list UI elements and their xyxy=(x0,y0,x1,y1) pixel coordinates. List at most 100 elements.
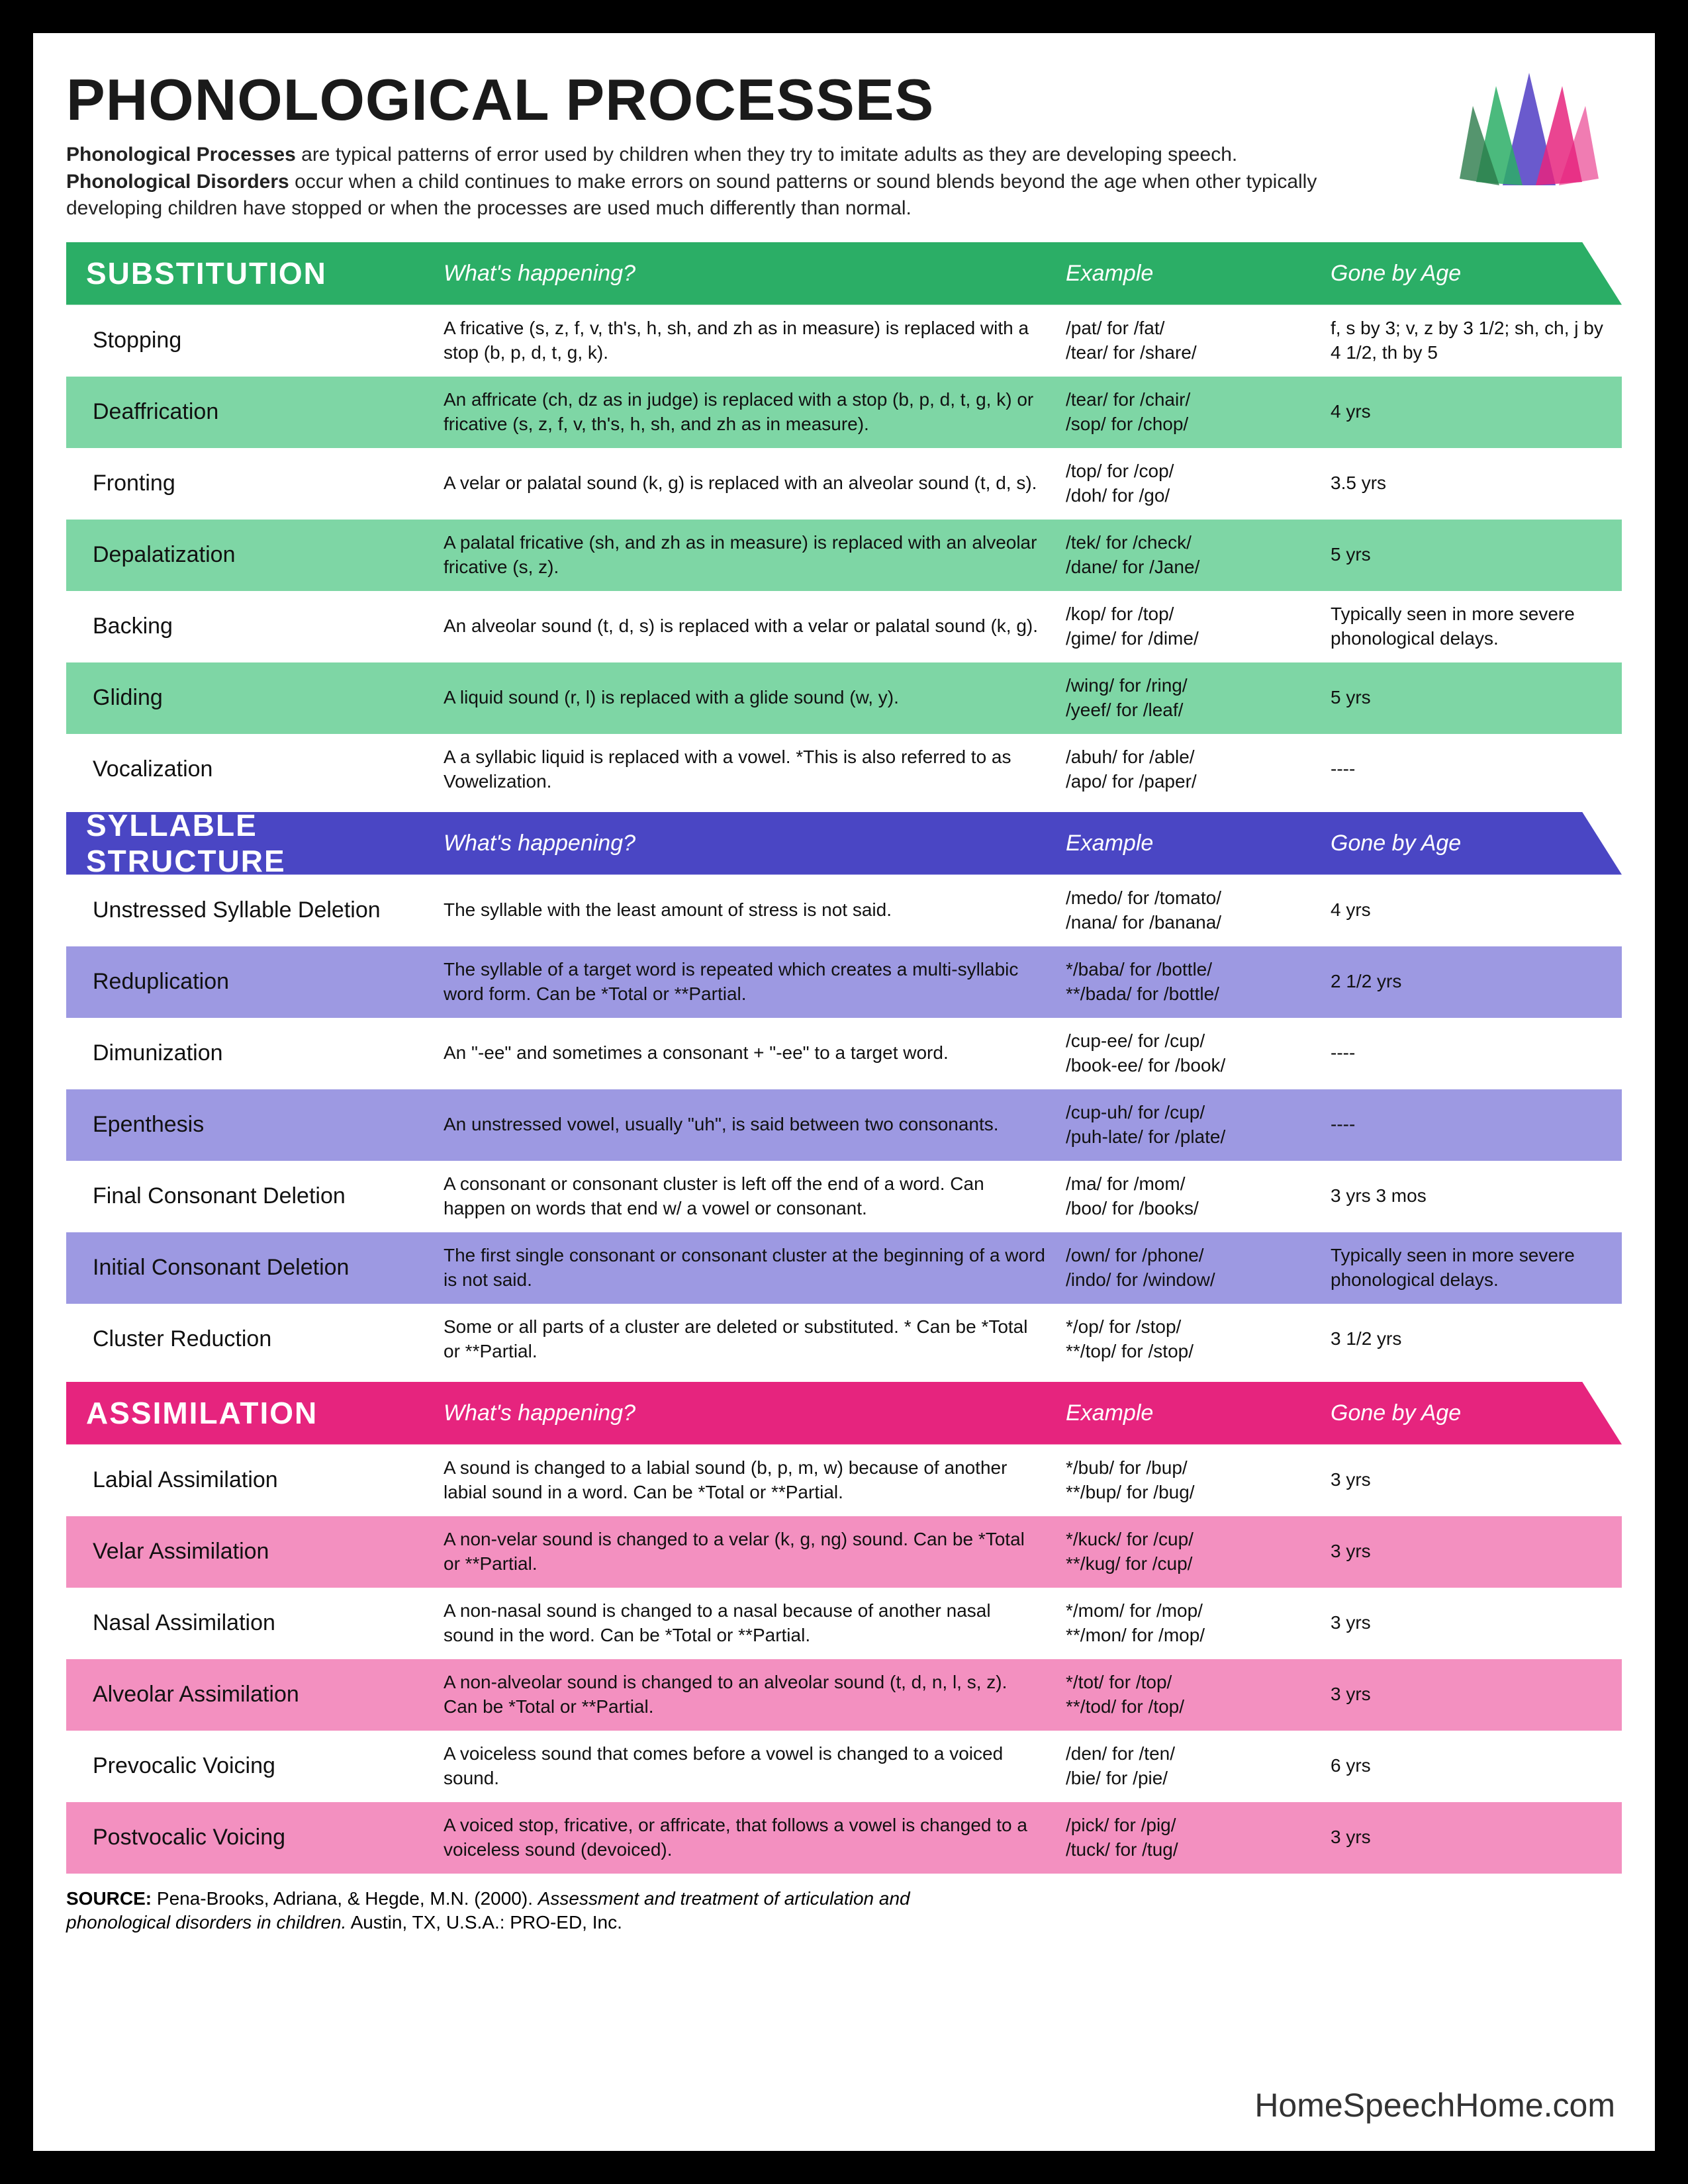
table-row: Unstressed Syllable DeletionThe syllable… xyxy=(66,875,1622,946)
section-title: SUBSTITUTION xyxy=(66,255,444,291)
process-age: ---- xyxy=(1331,1113,1615,1136)
process-example: */bub/ for /bup/**/bup/ for /bug/ xyxy=(1066,1456,1331,1504)
process-example: */mom/ for /mop/**/mon/ for /mop/ xyxy=(1066,1599,1331,1647)
process-example: /tek/ for /check//dane/ for /Jane/ xyxy=(1066,531,1331,579)
process-name: Cluster Reduction xyxy=(66,1324,444,1353)
table-row: ReduplicationThe syllable of a target wo… xyxy=(66,946,1622,1018)
process-age: 4 yrs xyxy=(1331,898,1615,922)
process-name: Epenthesis xyxy=(66,1110,444,1139)
process-name: Stopping xyxy=(66,326,444,355)
process-name: Fronting xyxy=(66,469,444,498)
process-desc: A palatal fricative (sh, and zh as in me… xyxy=(444,531,1066,579)
process-example: /den/ for /ten//bie/ for /pie/ xyxy=(1066,1742,1331,1790)
process-desc: An alveolar sound (t, d, s) is replaced … xyxy=(444,614,1066,638)
table-row: FrontingA velar or palatal sound (k, g) … xyxy=(66,448,1622,520)
process-example: */baba/ for /bottle/**/bada/ for /bottle… xyxy=(1066,958,1331,1006)
process-desc: A non-alveolar sound is changed to an al… xyxy=(444,1670,1066,1719)
table-row: DimunizationAn "-ee" and sometimes a con… xyxy=(66,1018,1622,1089)
process-name: Postvocalic Voicing xyxy=(66,1823,444,1852)
process-example: /pick/ for /pig//tuck/ for /tug/ xyxy=(1066,1813,1331,1862)
process-desc: A liquid sound (r, l) is replaced with a… xyxy=(444,686,1066,709)
process-age: ---- xyxy=(1331,1041,1615,1065)
process-age: ---- xyxy=(1331,757,1615,781)
process-example: /wing/ for /ring//yeef/ for /leaf/ xyxy=(1066,674,1331,722)
process-name: Unstressed Syllable Deletion xyxy=(66,895,444,925)
process-desc: A voiced stop, fricative, or affricate, … xyxy=(444,1813,1066,1862)
intro-text: Phonological Processes are typical patte… xyxy=(66,142,1324,222)
process-example: /cup-uh/ for /cup//puh-late/ for /plate/ xyxy=(1066,1101,1331,1149)
section-title: ASSIMILATION xyxy=(66,1395,444,1431)
col-header-age: Gone by Age xyxy=(1331,261,1615,287)
process-name: Deaffrication xyxy=(66,397,444,426)
process-age: 2 1/2 yrs xyxy=(1331,970,1615,993)
process-age: 3 yrs 3 mos xyxy=(1331,1184,1615,1208)
process-example: /medo/ for /tomato//nana/ for /banana/ xyxy=(1066,886,1331,934)
brand-footer: HomeSpeechHome.com xyxy=(1254,2086,1615,2124)
table-row: Cluster ReductionSome or all parts of a … xyxy=(66,1304,1622,1375)
table-row: Labial AssimilationA sound is changed to… xyxy=(66,1445,1622,1516)
source-citation: SOURCE: Pena-Brooks, Adriana, & Hegde, M… xyxy=(66,1887,993,1935)
process-name: Vocalization xyxy=(66,754,444,784)
section-header: SYLLABLE STRUCTUREWhat's happening?Examp… xyxy=(66,812,1622,875)
process-example: */op/ for /stop/**/top/ for /stop/ xyxy=(1066,1315,1331,1363)
process-age: 3.5 yrs xyxy=(1331,471,1615,495)
process-name: Nasal Assimilation xyxy=(66,1608,444,1637)
section-title: SYLLABLE STRUCTURE xyxy=(66,807,444,879)
process-name: Reduplication xyxy=(66,967,444,996)
table-row: StoppingA fricative (s, z, f, v, th's, h… xyxy=(66,305,1622,377)
section-header: ASSIMILATIONWhat's happening?ExampleGone… xyxy=(66,1382,1622,1445)
process-age: 5 yrs xyxy=(1331,686,1615,709)
process-name: Final Consonant Deletion xyxy=(66,1181,444,1210)
process-age: Typically seen in more severe phonologic… xyxy=(1331,1244,1615,1292)
process-desc: A sound is changed to a labial sound (b,… xyxy=(444,1456,1066,1504)
col-header-age: Gone by Age xyxy=(1331,831,1615,856)
process-desc: The syllable of a target word is repeate… xyxy=(444,958,1066,1006)
table-row: Postvocalic VoicingA voiced stop, fricat… xyxy=(66,1802,1622,1874)
logo-icon xyxy=(1436,66,1622,199)
process-age: 3 yrs xyxy=(1331,1682,1615,1706)
process-desc: The syllable with the least amount of st… xyxy=(444,898,1066,922)
table-row: GlidingA liquid sound (r, l) is replaced… xyxy=(66,662,1622,734)
process-example: /abuh/ for /able//apo/ for /paper/ xyxy=(1066,745,1331,794)
page: PHONOLOGICAL PROCESSES Phonological Proc… xyxy=(33,33,1655,2151)
process-age: 4 yrs xyxy=(1331,400,1615,424)
process-age: 3 1/2 yrs xyxy=(1331,1327,1615,1351)
process-age: 3 yrs xyxy=(1331,1825,1615,1849)
process-example: */tot/ for /top/**/tod/ for /top/ xyxy=(1066,1670,1331,1719)
process-example: /own/ for /phone//indo/ for /window/ xyxy=(1066,1244,1331,1292)
process-desc: A non-nasal sound is changed to a nasal … xyxy=(444,1599,1066,1647)
process-name: Dimunization xyxy=(66,1038,444,1068)
process-desc: A a syllabic liquid is replaced with a v… xyxy=(444,745,1066,794)
process-name: Velar Assimilation xyxy=(66,1537,444,1566)
table-row: EpenthesisAn unstressed vowel, usually "… xyxy=(66,1089,1622,1161)
table-row: Velar AssimilationA non-velar sound is c… xyxy=(66,1516,1622,1588)
process-example: /ma/ for /mom//boo/ for /books/ xyxy=(1066,1172,1331,1220)
process-example: /pat/ for /fat//tear/ for /share/ xyxy=(1066,316,1331,365)
process-name: Initial Consonant Deletion xyxy=(66,1253,444,1282)
process-age: 6 yrs xyxy=(1331,1754,1615,1778)
process-name: Labial Assimilation xyxy=(66,1465,444,1494)
table-row: DeaffricationAn affricate (ch, dz as in … xyxy=(66,377,1622,448)
process-desc: A voiceless sound that comes before a vo… xyxy=(444,1742,1066,1790)
process-age: 3 yrs xyxy=(1331,1611,1615,1635)
process-age: 3 yrs xyxy=(1331,1468,1615,1492)
process-example: /tear/ for /chair//sop/ for /chop/ xyxy=(1066,388,1331,436)
process-example: /cup-ee/ for /cup//book-ee/ for /book/ xyxy=(1066,1029,1331,1077)
process-name: Depalatization xyxy=(66,540,444,569)
process-name: Gliding xyxy=(66,683,444,712)
table-row: Final Consonant DeletionA consonant or c… xyxy=(66,1161,1622,1232)
col-header-example: Example xyxy=(1066,831,1331,856)
process-desc: An "-ee" and sometimes a consonant + "-e… xyxy=(444,1041,1066,1065)
process-name: Prevocalic Voicing xyxy=(66,1751,444,1780)
table-row: Prevocalic VoicingA voiceless sound that… xyxy=(66,1731,1622,1802)
page-title: PHONOLOGICAL PROCESSES xyxy=(66,66,1622,134)
process-desc: A non-velar sound is changed to a velar … xyxy=(444,1527,1066,1576)
process-age: 3 yrs xyxy=(1331,1539,1615,1563)
process-example: */kuck/ for /cup/**/kug/ for /cup/ xyxy=(1066,1527,1331,1576)
process-desc: The first single consonant or consonant … xyxy=(444,1244,1066,1292)
process-desc: An affricate (ch, dz as in judge) is rep… xyxy=(444,388,1066,436)
table-row: Alveolar AssimilationA non-alveolar soun… xyxy=(66,1659,1622,1731)
process-name: Alveolar Assimilation xyxy=(66,1680,444,1709)
process-age: Typically seen in more severe phonologic… xyxy=(1331,602,1615,651)
table-row: BackingAn alveolar sound (t, d, s) is re… xyxy=(66,591,1622,662)
